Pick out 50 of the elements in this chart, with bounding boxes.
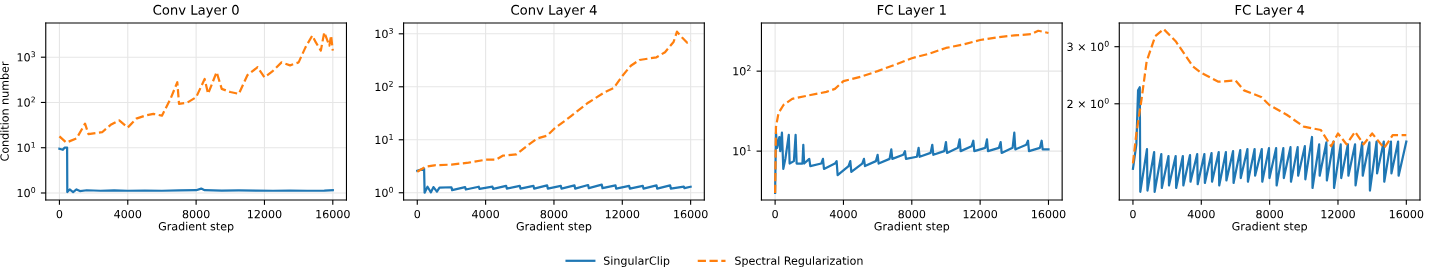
- y-tick-label: 10$^{1}$: [733, 145, 751, 156]
- x-tick-label: 4000: [472, 209, 500, 219]
- x-tick-label: 12000: [605, 209, 640, 219]
- line-series: [416, 167, 692, 194]
- x-tick-label: 8000: [540, 209, 568, 219]
- x-tick-label: 4000: [114, 209, 142, 219]
- y-tick-label: 10$^{2}$: [375, 80, 393, 92]
- line-series: [58, 146, 334, 194]
- y-tick-label: 10$^{1}$: [375, 133, 393, 145]
- x-tick-label: 0: [1130, 209, 1136, 219]
- x-tick-label: 0: [414, 209, 421, 219]
- y-tick-label: 10$^{0}$: [17, 187, 36, 198]
- y-tick-label: 2 × 10$^{0}$: [1067, 97, 1109, 109]
- x-tick-label: 8000: [1256, 209, 1284, 219]
- y-axis-title: Condition number: [0, 61, 9, 161]
- chart-title: Conv Layer 4: [511, 4, 597, 18]
- x-tick-label: 12000: [248, 209, 282, 219]
- x-tick-label: 8000: [182, 209, 210, 219]
- x-tick-label: 0: [772, 209, 778, 219]
- x-tick-label: 4000: [1187, 209, 1215, 219]
- y-tick-label: 10$^{3}$: [375, 27, 393, 39]
- y-tick-label: 10$^{1}$: [17, 141, 35, 153]
- x-tick-label: 0: [56, 209, 63, 219]
- x-axis-title: Gradient step: [158, 221, 234, 233]
- x-tick-label: 16000: [1389, 209, 1424, 219]
- y-tick-label: 3 × 10$^{0}$: [1067, 40, 1109, 51]
- chart-title: Conv Layer 0: [153, 4, 239, 18]
- y-tick-label: 10$^{2}$: [733, 65, 751, 76]
- chart-title: FC Layer 4: [1235, 4, 1305, 18]
- line-series: [1131, 86, 1408, 193]
- x-axis-title: Gradient step: [874, 221, 950, 233]
- legend-label: SingularClip: [603, 256, 670, 267]
- x-tick-label: 4000: [829, 209, 857, 219]
- line-series: [1131, 27, 1408, 165]
- x-axis-title: Gradient step: [516, 221, 592, 233]
- x-tick-label: 16000: [674, 209, 708, 219]
- y-tick-label: 10$^{0}$: [375, 186, 393, 198]
- y-tick-label: 10$^{2}$: [17, 96, 35, 107]
- x-tick-label: 16000: [1032, 209, 1066, 219]
- y-tick-label: 10$^{3}$: [17, 51, 36, 62]
- line-series: [774, 29, 1050, 195]
- x-tick-label: 8000: [898, 209, 926, 219]
- x-tick-label: 12000: [963, 209, 998, 219]
- x-tick-label: 16000: [316, 209, 350, 219]
- x-tick-label: 12000: [1321, 209, 1355, 219]
- x-axis-title: Gradient step: [1232, 221, 1307, 233]
- legend-label: Spectral Regularization: [735, 256, 863, 267]
- chart-title: FC Layer 1: [877, 4, 946, 18]
- line-series: [58, 31, 334, 144]
- line-series: [774, 131, 1050, 195]
